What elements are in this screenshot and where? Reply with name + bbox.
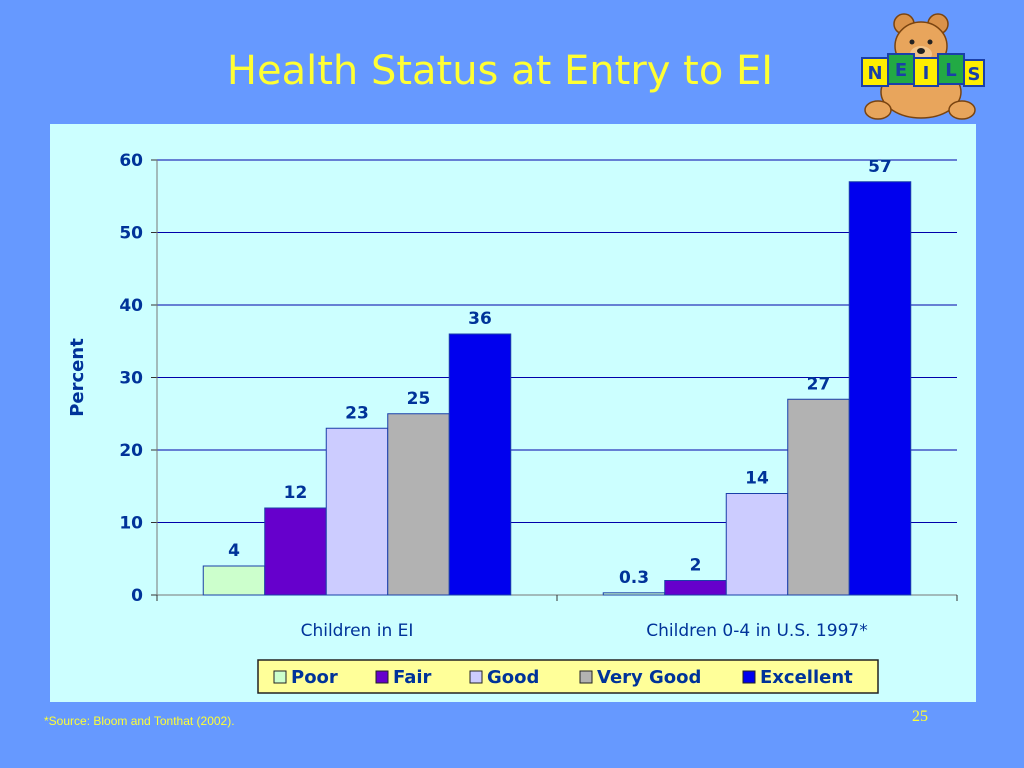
source-footnote: *Source: Bloom and Tonthat (2002).	[44, 714, 235, 728]
bar	[448, 333, 512, 596]
y-tick-label: 60	[119, 151, 143, 171]
data-label: 14	[745, 469, 769, 489]
logo-letter: S	[968, 64, 981, 85]
chart-panel: 0 10 20 30 40 50 60 Percent 4 12 23 25 36 Children in…	[50, 124, 976, 702]
data-label: 36	[468, 309, 492, 329]
y-tick-label: 40	[119, 296, 143, 316]
bar	[725, 493, 789, 596]
legend-box	[257, 659, 879, 694]
data-label: 27	[807, 374, 831, 394]
y-tick-label: 0	[131, 586, 143, 606]
y-tick-label: 50	[119, 224, 143, 244]
data-label: 25	[407, 389, 431, 409]
legend-swatch	[273, 670, 287, 684]
y-axis-title: Percent	[67, 338, 88, 417]
slide-title: Health Status at Entry to EI	[226, 48, 774, 94]
data-label: 2	[690, 556, 702, 576]
page-number: 25	[912, 708, 928, 725]
bar	[787, 398, 850, 596]
neils-teddy-bear-logo: N E I L S	[861, 13, 985, 120]
legend-label: Fair	[393, 667, 432, 688]
bar	[664, 580, 727, 596]
logo-letter: N	[867, 63, 882, 84]
legend-label: Excellent	[760, 667, 853, 688]
logo-blocks: N E I L S	[861, 53, 985, 87]
legend-label: Poor	[291, 667, 338, 688]
bar	[264, 507, 327, 596]
data-label: 4	[228, 541, 240, 561]
data-label: 12	[284, 483, 308, 503]
bar	[325, 427, 389, 596]
bar	[202, 565, 266, 596]
legend-label: Very Good	[597, 667, 701, 688]
x-tick-label: Children in EI	[301, 621, 414, 641]
data-label: 23	[345, 403, 369, 423]
logo-letter: L	[945, 60, 956, 81]
y-tick-label: 10	[119, 514, 143, 534]
data-label: 0.3	[619, 568, 649, 588]
legend-swatch	[579, 670, 593, 684]
y-tick-label: 20	[119, 441, 143, 461]
legend-swatch	[375, 670, 389, 684]
legend-label: Good	[487, 667, 539, 688]
legend-swatch	[742, 670, 756, 684]
y-tick-label: 30	[119, 369, 143, 389]
bar	[602, 592, 666, 596]
x-tick-label: Children 0-4 in U.S. 1997*	[646, 621, 867, 641]
logo-letter: E	[895, 60, 907, 81]
data-label: 57	[868, 157, 892, 177]
bar	[848, 181, 912, 596]
logo-letter: I	[923, 63, 930, 84]
bar-chart: 0 10 20 30 40 50 60 Percent 4 12 23 25 36 Children in…	[67, 151, 958, 694]
legend-swatch	[469, 670, 483, 684]
bar	[387, 413, 450, 596]
